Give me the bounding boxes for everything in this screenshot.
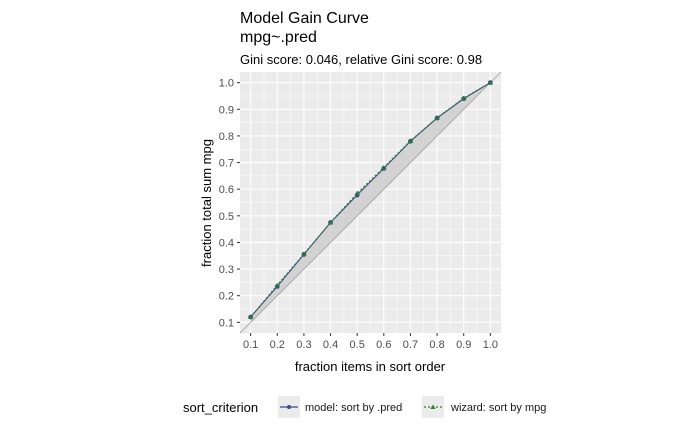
x-tick-label: 0.2 (270, 339, 285, 351)
y-tick-label: 0.8 (219, 131, 234, 143)
series-1-point (248, 314, 254, 320)
x-tick-label: 0.1 (243, 339, 258, 351)
legend: sort_criterion model: sort by .pred wiza… (183, 396, 546, 418)
legend-title: sort_criterion (183, 400, 258, 415)
chart-caption: Gini score: 0.046, relative Gini score: … (240, 52, 482, 67)
legend-label-model: model: sort by .pred (305, 402, 402, 414)
series-1-point (301, 251, 307, 256)
y-tick-label: 0.1 (219, 317, 234, 329)
legend-item-model: model: sort by .pred (278, 396, 402, 418)
y-tick-label: 0.4 (219, 237, 234, 249)
y-tick-label: 0.3 (219, 264, 234, 276)
y-tick-label: 0.7 (219, 158, 234, 170)
x-tick-label: 0.7 (403, 339, 418, 351)
x-axis-label: fraction items in sort order (295, 359, 446, 374)
chart-subtitle: mpg~.pred (240, 29, 317, 46)
y-tick-label: 1.0 (219, 78, 234, 90)
series-1-point (354, 190, 360, 196)
y-tick-label: 0.6 (219, 184, 234, 196)
series-1-point (381, 164, 387, 170)
legend-marker-wizard (430, 404, 436, 409)
x-tick-label: 1.0 (483, 339, 498, 351)
legend-marker-model (287, 405, 291, 409)
y-tick-label: 0.5 (219, 211, 234, 223)
x-tick-label: 0.5 (350, 339, 365, 351)
legend-label-wizard: wizard: sort by mpg (450, 402, 546, 414)
x-tick-label: 0.6 (376, 339, 391, 351)
legend-item-wizard: wizard: sort by mpg (422, 396, 546, 418)
y-tick-label: 0.9 (219, 104, 234, 116)
series-1-point (434, 115, 440, 120)
series-1-point (487, 80, 493, 85)
x-tick-label: 0.9 (456, 339, 471, 351)
series-1-point (274, 282, 280, 288)
diagonal-reference-line (239, 71, 502, 334)
x-tick-label: 0.3 (296, 339, 311, 351)
series-1-point (461, 95, 467, 101)
x-tick-label: 0.4 (323, 339, 338, 351)
series-layer (239, 71, 502, 334)
y-axis-label: fraction total sum mpg (199, 139, 214, 267)
series-1-point (407, 138, 414, 143)
x-tick-label: 0.8 (429, 339, 444, 351)
chart-title: Model Gain Curve (240, 10, 369, 27)
axis-layer: 0.1 0.2 0.3 0.4 0.5 0.6 0.7 0.8 0.9 1.0 0.1 0.2 0.3 0… (219, 78, 498, 351)
series-line-1 (250, 82, 491, 318)
series-1-point (327, 219, 334, 225)
y-tick-label: 0.2 (219, 291, 234, 303)
